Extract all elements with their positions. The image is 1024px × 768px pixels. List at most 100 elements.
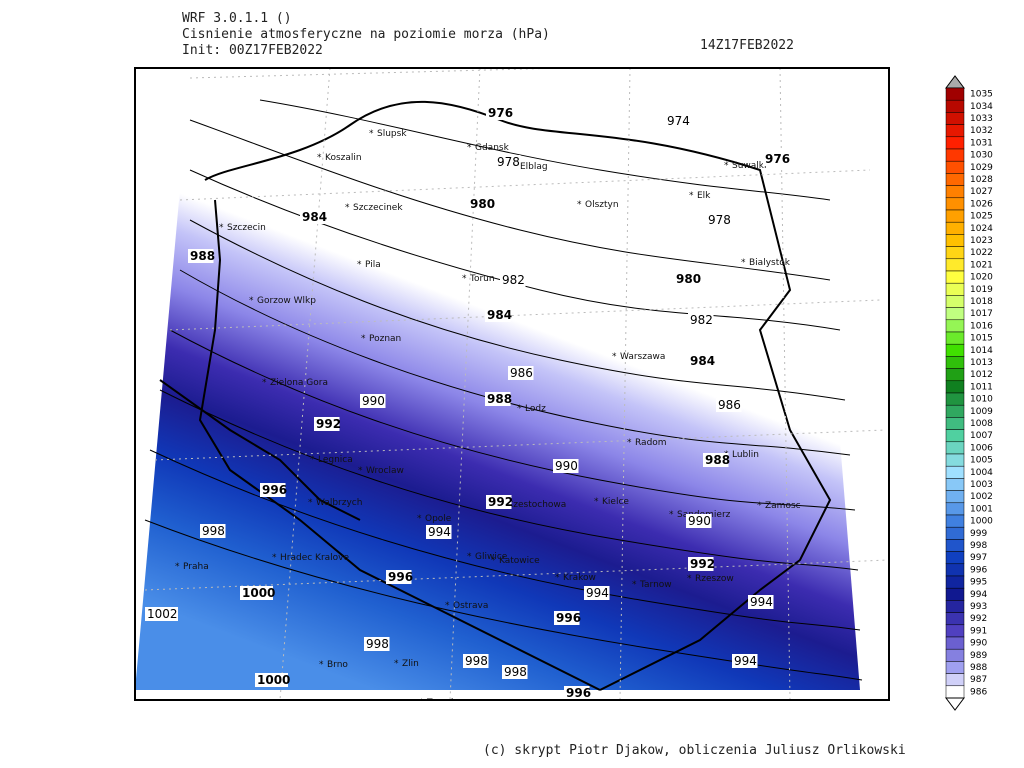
city-label: Legnica <box>318 455 353 465</box>
colorbar-swatch <box>945 404 965 418</box>
contour-label: 998 <box>366 637 389 651</box>
city-marker: * <box>175 562 180 572</box>
colorbar-label: 1005 <box>970 456 993 466</box>
city-label: Szczecinek <box>353 203 403 213</box>
contour-label-box <box>364 637 390 651</box>
colorbar-label: 1006 <box>970 443 993 453</box>
city-marker: * <box>317 153 322 163</box>
colorbar-swatch <box>945 526 965 540</box>
contour-label: 994 <box>734 654 757 668</box>
colorbar-label: 1008 <box>970 419 993 429</box>
colorbar-swatch <box>945 429 965 443</box>
colorbar-label: 989 <box>970 651 987 661</box>
city-marker: * <box>310 455 315 465</box>
colorbar-swatch <box>945 124 965 138</box>
contour-label: 996 <box>566 686 591 700</box>
contour-label-box <box>732 654 758 668</box>
colorbar-swatch <box>945 343 965 357</box>
city-label: Opole <box>425 514 452 524</box>
colorbar-swatch <box>945 490 965 504</box>
contour-label-box <box>502 665 528 679</box>
city-marker: * <box>357 260 362 270</box>
city-marker: * <box>345 203 350 213</box>
colorbar-label: 1033 <box>970 114 993 124</box>
city-label: Lodz <box>525 404 546 414</box>
contour-label: 992 <box>316 417 341 431</box>
city-label: Olsztyn <box>585 200 619 210</box>
contour-label: 982 <box>502 273 525 287</box>
city-marker: * <box>612 352 617 362</box>
city-label: Brno <box>327 660 348 670</box>
colorbar-label: 1032 <box>970 126 993 136</box>
colorbar-swatch <box>945 587 965 601</box>
contour-label: 998 <box>504 665 527 679</box>
credit: (c) skrypt Piotr Djakow, obliczenia Juli… <box>483 743 906 758</box>
city-label: Ostrava <box>453 601 488 611</box>
contour-label: 988 <box>487 392 512 406</box>
contour-label: 986 <box>718 398 741 412</box>
contour-label: 982 <box>690 313 713 327</box>
city-marker: * <box>361 334 366 344</box>
colorbar-swatch <box>945 673 965 687</box>
contour-label: 1000 <box>242 586 275 600</box>
colorbar-label: 1027 <box>970 187 993 197</box>
colorbar-swatch <box>945 209 965 223</box>
contour-label-box <box>200 524 226 538</box>
contour-label-box <box>706 213 732 227</box>
cities: *Slupsk*Gdansk*Koszalin*Elblag*Suwalki*E… <box>175 129 801 722</box>
colorbar: 1035 1034 1033 1032 1031 1030 1029 1028 1027 1026… <box>945 75 993 711</box>
city-label: Warszawa <box>620 352 665 362</box>
contour-label-box <box>500 273 526 287</box>
contour-label: 994 <box>428 525 451 539</box>
colorbar-label: 1004 <box>970 468 993 478</box>
colorbar-label: 1002 <box>970 492 993 502</box>
colorbar-swatch <box>945 502 965 516</box>
city-label: Kosice <box>651 712 680 722</box>
city-label: Gorzow Wlkp <box>257 296 316 306</box>
colorbar-label: 1028 <box>970 175 993 185</box>
city-marker: * <box>445 601 450 611</box>
colorbar-swatch <box>945 514 965 528</box>
colorbar-label: 1003 <box>970 480 993 490</box>
colorbar-swatch <box>945 551 965 565</box>
colorbar-label: 988 <box>970 663 987 673</box>
city-label: Krakow <box>563 573 596 583</box>
city-marker: * <box>249 296 254 306</box>
contour-label: 988 <box>190 249 215 263</box>
city-marker: * <box>467 552 472 562</box>
colorbar-label: 1026 <box>970 199 993 209</box>
colorbar-label: 1017 <box>970 309 993 319</box>
map-frame <box>134 67 890 701</box>
colorbar-swatch <box>945 258 965 272</box>
city-label: Gliwice <box>475 552 508 562</box>
city-label: Poznan <box>369 334 401 344</box>
map-area: *Slupsk*Gdansk*Koszalin*Elblag*Suwalki*E… <box>135 68 889 722</box>
colorbar-swatch <box>945 160 965 174</box>
colorbar-swatch <box>945 87 965 101</box>
contour-label: 984 <box>690 354 715 368</box>
contour-label: 978 <box>708 213 731 227</box>
colorbar-swatch <box>945 356 965 369</box>
field-name: Cisnienie atmosferyczne na poziomie morz… <box>182 27 550 42</box>
city-label: Hradec Kralove <box>280 553 349 563</box>
city-label: Elk <box>697 191 711 201</box>
colorbar-swatch <box>945 465 965 479</box>
contour-label-box <box>665 114 691 128</box>
city-label: Kielce <box>602 497 629 507</box>
graticule <box>144 68 889 700</box>
contour-label-box <box>553 459 579 473</box>
colorbar-label: 1009 <box>970 407 993 417</box>
contour-label-box <box>748 595 774 609</box>
city-label: Slupsk <box>377 129 407 139</box>
colorbar-swatch <box>945 575 965 589</box>
colorbar-label: 1025 <box>970 212 993 222</box>
city-marker: * <box>462 274 467 284</box>
contour-label-box <box>486 106 512 120</box>
contour-label: 984 <box>487 308 512 322</box>
colorbar-label: 994 <box>970 590 987 600</box>
colorbar-swatch <box>945 441 965 455</box>
colorbar-label: 1001 <box>970 504 993 514</box>
contour-label-box <box>686 514 712 528</box>
contour-label: 994 <box>750 595 773 609</box>
contour-labels: 976 974 978 976 980 984 978 988 982 980 984 982 986 9… <box>145 106 790 700</box>
